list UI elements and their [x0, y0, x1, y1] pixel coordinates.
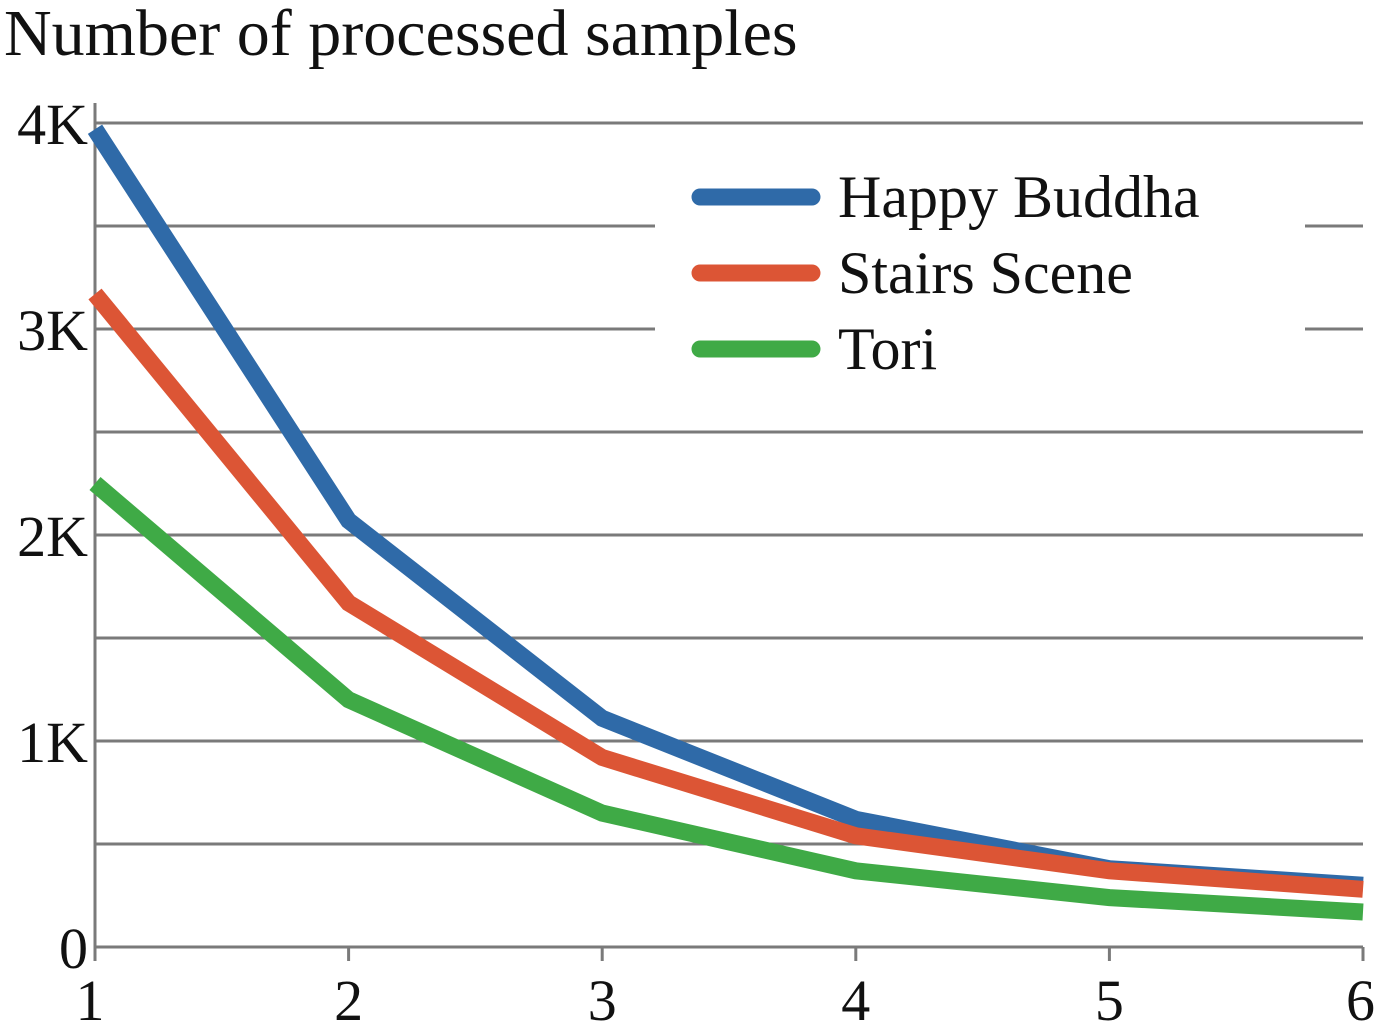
legend-label: Stairs Scene	[838, 240, 1133, 306]
series-line-stairs-scene	[88, 288, 1364, 898]
y-tick-label: 3K	[17, 298, 88, 363]
y-tick-label: 2K	[17, 504, 88, 569]
y-tick-label: 0	[59, 916, 88, 981]
axes: 0 1K 2K 3K 4K 1 2 3 4 5 6	[17, 92, 1375, 1032]
x-tick-label: 1	[76, 968, 105, 1032]
x-tick-label: 4	[841, 968, 870, 1032]
x-tick-label: 3	[588, 968, 617, 1032]
y-tick-label: 1K	[17, 710, 88, 775]
legend-label: Happy Buddha	[838, 164, 1200, 230]
legend-label: Tori	[838, 316, 937, 382]
legend: Happy Buddha Stairs Scene Tori	[655, 150, 1305, 400]
series-line-tori	[89, 477, 1364, 921]
x-tick-label: 2	[334, 968, 363, 1032]
series-lines	[87, 124, 1364, 921]
x-tick-label: 5	[1095, 968, 1124, 1032]
y-tick-label: 4K	[17, 92, 88, 157]
chart-title: Number of processed samples	[4, 0, 798, 70]
x-tick-label: 6	[1346, 968, 1375, 1032]
